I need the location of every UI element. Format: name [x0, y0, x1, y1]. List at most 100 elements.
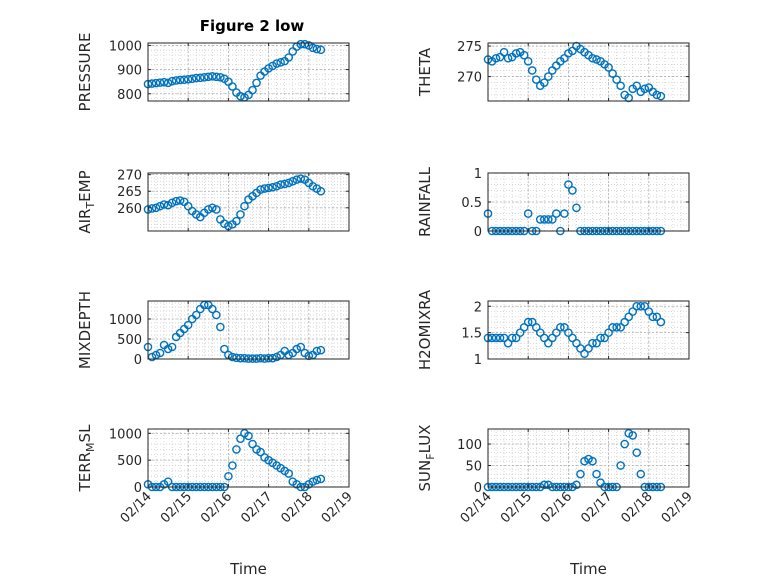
data-point [539, 78, 549, 87]
plot-area [488, 429, 689, 487]
data-point [548, 215, 557, 224]
data-point [628, 307, 638, 316]
data-point [491, 53, 501, 63]
x-tick-label: 02/17 [238, 489, 275, 526]
data-point [163, 344, 173, 354]
data-point [163, 78, 173, 88]
data-point [608, 323, 617, 332]
y-axis-label: AIRTEMP [76, 170, 97, 233]
data-point [167, 198, 177, 208]
y-tick-label: 1000 [109, 427, 142, 442]
data-point [568, 333, 577, 343]
data-point [151, 203, 161, 213]
axes-box [487, 428, 690, 488]
data-point [191, 73, 201, 83]
data-point [316, 474, 326, 484]
data-point [276, 180, 285, 189]
data-point [507, 333, 517, 343]
x-axis-label: Time [569, 560, 607, 578]
subplot-theta: 270 275 THETA [416, 40, 690, 103]
y-axis-label: THETA [416, 47, 434, 97]
data-point [544, 338, 553, 348]
data-point [155, 348, 165, 358]
data-point [592, 469, 601, 479]
data-point [276, 58, 285, 67]
x-tick-label: 02/15 [498, 489, 535, 526]
data-point [292, 175, 302, 184]
data-point [264, 353, 273, 363]
data-point [636, 469, 646, 479]
y-tick-label: 275 [457, 40, 482, 55]
subplot-pressure: 800 900 1000 PRESSURE [76, 33, 350, 111]
plot-area [148, 173, 349, 231]
data-point [312, 44, 322, 54]
y-tick-label: 1000 [109, 313, 142, 328]
data-point [232, 216, 241, 226]
data-point [151, 78, 161, 88]
data-point [511, 49, 521, 58]
y-tick-label: 265 [117, 185, 142, 200]
data-point [236, 353, 245, 363]
data-point [175, 75, 185, 85]
y-tick-label: 1.5 [461, 327, 482, 342]
x-tick-label: 02/16 [538, 489, 575, 526]
axes-box [487, 42, 690, 102]
data-point [535, 215, 545, 224]
data-point [616, 461, 625, 470]
data-point [208, 203, 217, 213]
y-tick-label: 0 [134, 353, 142, 368]
data-point [527, 317, 537, 327]
data-point [620, 317, 629, 327]
data-point [511, 333, 521, 343]
data-point [296, 39, 306, 49]
data-point [572, 480, 581, 490]
data-point [256, 185, 265, 194]
data-point [212, 205, 221, 214]
data-point [588, 456, 597, 466]
y-axis-label: SUNFLUX [416, 425, 437, 492]
y-tick-label: 1 [474, 353, 482, 368]
data-point [604, 328, 613, 337]
data-point [560, 323, 569, 332]
data-point [296, 174, 306, 183]
data-point [155, 78, 165, 87]
data-point [224, 471, 233, 481]
data-point [495, 333, 505, 343]
data-point [252, 78, 261, 88]
data-point [491, 333, 501, 343]
data-point [652, 90, 662, 100]
data-point [652, 312, 662, 322]
data-point [244, 431, 253, 441]
data-point [308, 43, 318, 53]
data-point [208, 72, 217, 81]
axes-box [147, 300, 350, 360]
data-point [171, 76, 181, 85]
x-tick-label: 02/18 [619, 489, 656, 526]
data-point [608, 69, 617, 78]
data-point [163, 477, 173, 486]
data-point [648, 312, 658, 322]
data-point [644, 307, 654, 316]
y-tick-label: 0 [134, 481, 142, 496]
data-point [256, 353, 265, 363]
data-point [272, 59, 281, 68]
data-point [268, 182, 277, 192]
plot-area [148, 429, 349, 487]
axes-box [147, 428, 350, 488]
data-point [155, 201, 165, 211]
data-point [284, 469, 294, 478]
data-point [632, 301, 642, 311]
data-point [568, 186, 577, 195]
data-point [240, 201, 249, 211]
data-point [236, 91, 245, 101]
data-point [596, 333, 605, 343]
data-point [187, 74, 197, 84]
data-point [544, 72, 553, 81]
data-point [527, 66, 537, 75]
data-point [576, 469, 585, 479]
data-point [232, 353, 241, 363]
data-point [531, 75, 541, 84]
data-point [531, 323, 541, 332]
